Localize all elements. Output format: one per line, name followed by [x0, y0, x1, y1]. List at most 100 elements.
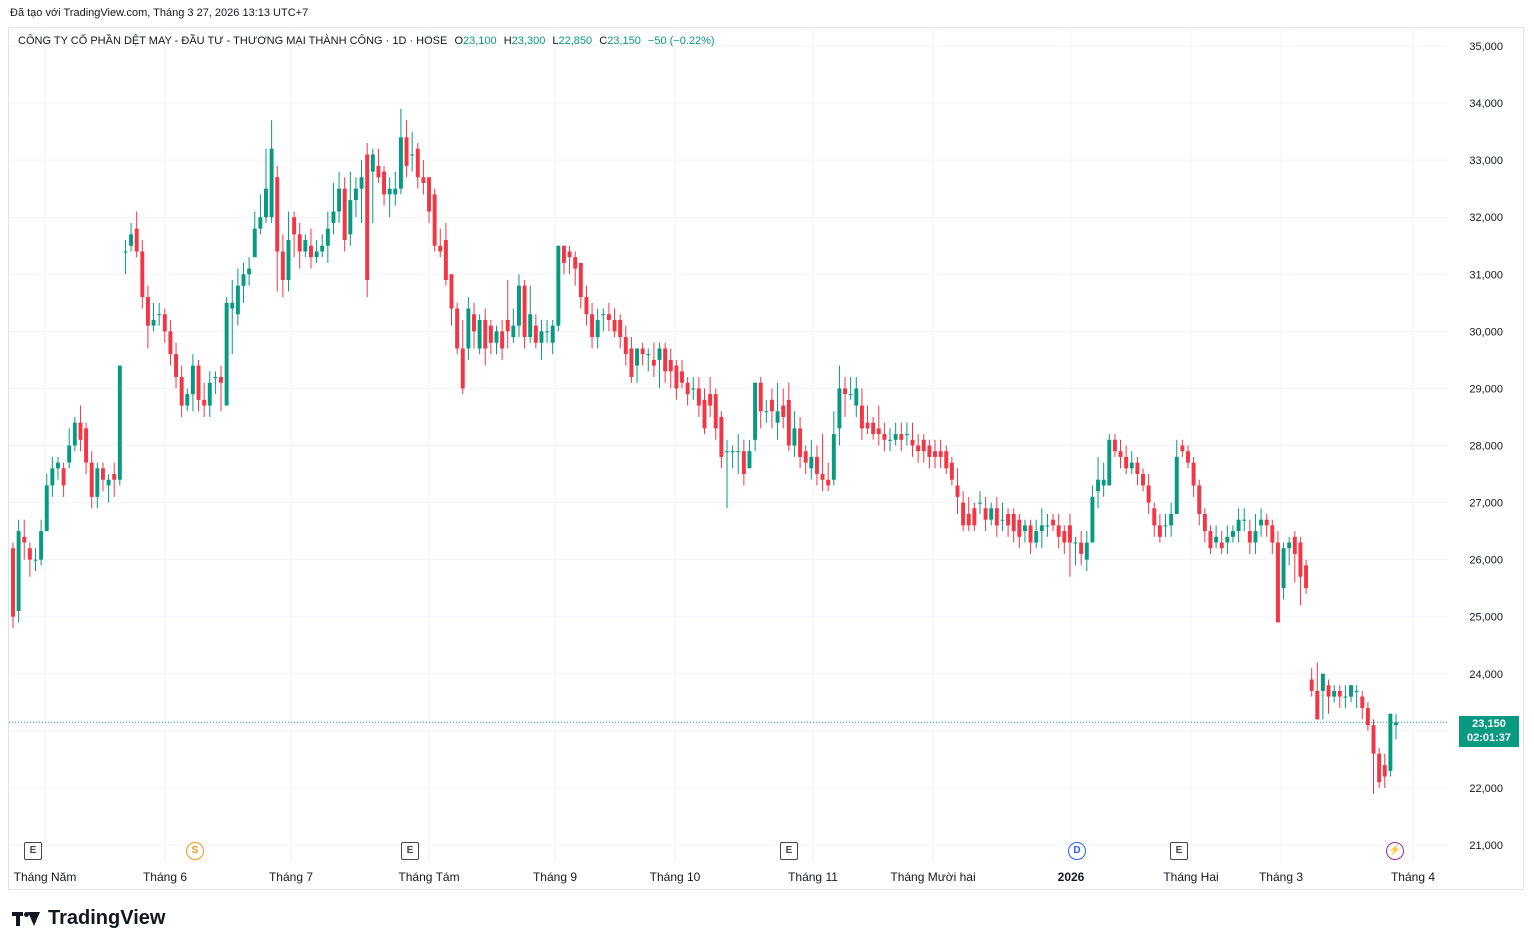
candle[interactable] — [1129, 451, 1134, 475]
candle[interactable] — [1118, 439, 1123, 469]
candle[interactable] — [174, 342, 179, 389]
candle[interactable] — [342, 177, 347, 252]
candle[interactable] — [550, 319, 555, 355]
candle[interactable] — [1343, 685, 1348, 709]
candle[interactable] — [1096, 456, 1101, 509]
candle[interactable] — [888, 428, 892, 452]
candle[interactable] — [134, 211, 139, 258]
candle[interactable] — [370, 148, 375, 223]
candle[interactable] — [1298, 536, 1303, 606]
candle[interactable] — [202, 382, 207, 417]
candle[interactable] — [511, 308, 516, 343]
candle[interactable] — [1101, 462, 1106, 497]
candle[interactable] — [651, 342, 656, 378]
candle[interactable] — [663, 342, 668, 383]
candle[interactable] — [1163, 513, 1168, 537]
candle[interactable] — [438, 228, 443, 258]
candle[interactable] — [1281, 542, 1286, 600]
candle[interactable] — [460, 319, 465, 395]
candle[interactable] — [11, 542, 15, 629]
dividend-icon[interactable]: D — [1068, 842, 1086, 860]
candle[interactable] — [578, 262, 583, 309]
candle[interactable] — [308, 228, 313, 269]
candle[interactable] — [1365, 702, 1370, 731]
candle[interactable] — [792, 411, 797, 457]
candle[interactable] — [927, 439, 932, 469]
candle[interactable] — [567, 245, 572, 275]
candle[interactable] — [151, 302, 156, 332]
candle[interactable] — [978, 491, 982, 514]
candle[interactable] — [353, 177, 358, 218]
candle[interactable] — [494, 325, 499, 355]
candle[interactable] — [1141, 468, 1145, 492]
candle[interactable] — [972, 502, 977, 532]
candle[interactable] — [1247, 519, 1252, 554]
candle[interactable] — [500, 319, 505, 360]
candle[interactable] — [1208, 525, 1213, 554]
candle[interactable] — [938, 439, 943, 469]
candle[interactable] — [427, 177, 431, 223]
candle[interactable] — [1259, 508, 1264, 537]
candle[interactable] — [961, 491, 966, 532]
candle[interactable] — [533, 314, 538, 349]
candle[interactable] — [522, 279, 527, 349]
candle[interactable] — [1000, 502, 1005, 532]
candle[interactable] — [1062, 525, 1067, 554]
candle[interactable] — [1360, 690, 1365, 720]
candle[interactable] — [1349, 685, 1353, 703]
candle[interactable] — [983, 496, 988, 532]
candle[interactable] — [415, 143, 420, 189]
candle[interactable] — [966, 496, 971, 532]
candle[interactable] — [1292, 531, 1297, 583]
candle[interactable] — [410, 131, 415, 172]
candle[interactable] — [331, 182, 336, 235]
candle[interactable] — [44, 474, 49, 532]
candle[interactable] — [22, 519, 27, 560]
candle[interactable] — [33, 548, 38, 572]
candle[interactable] — [72, 416, 77, 452]
candle[interactable] — [1320, 673, 1325, 720]
candle[interactable] — [1017, 513, 1022, 549]
candle[interactable] — [314, 240, 319, 263]
candle[interactable] — [1034, 519, 1039, 549]
candle[interactable] — [702, 388, 707, 435]
candle[interactable] — [1039, 508, 1044, 549]
candle[interactable] — [398, 108, 403, 195]
candle[interactable] — [421, 160, 426, 195]
candle[interactable] — [1152, 502, 1157, 537]
candle[interactable] — [820, 434, 825, 492]
candle[interactable] — [117, 365, 122, 486]
candle[interactable] — [685, 377, 690, 406]
candle[interactable] — [1377, 747, 1382, 788]
candle[interactable] — [1079, 531, 1084, 566]
candle[interactable] — [129, 222, 134, 252]
candle[interactable] — [404, 120, 409, 178]
candle[interactable] — [1354, 685, 1359, 709]
candle[interactable] — [573, 251, 578, 286]
candle[interactable] — [483, 308, 488, 366]
candle[interactable] — [859, 388, 864, 440]
candle[interactable] — [280, 234, 285, 298]
candle[interactable] — [297, 222, 302, 269]
candle[interactable] — [376, 148, 381, 183]
candle[interactable] — [831, 411, 836, 486]
candle[interactable] — [16, 519, 21, 623]
candle[interactable] — [1242, 508, 1247, 532]
candle[interactable] — [264, 148, 268, 223]
candle[interactable] — [213, 371, 218, 395]
candle[interactable] — [89, 451, 94, 509]
candle[interactable] — [539, 319, 544, 360]
candle[interactable] — [179, 365, 184, 417]
candle[interactable] — [252, 211, 257, 258]
candle[interactable] — [584, 285, 589, 326]
candle[interactable] — [1197, 479, 1202, 526]
candle[interactable] — [196, 359, 201, 412]
candle[interactable] — [1067, 513, 1072, 577]
candle[interactable] — [162, 308, 167, 343]
candle[interactable] — [1056, 513, 1061, 549]
candle[interactable] — [893, 422, 898, 446]
candle[interactable] — [623, 325, 628, 366]
candle[interactable] — [708, 377, 713, 417]
candle[interactable] — [1022, 519, 1027, 543]
